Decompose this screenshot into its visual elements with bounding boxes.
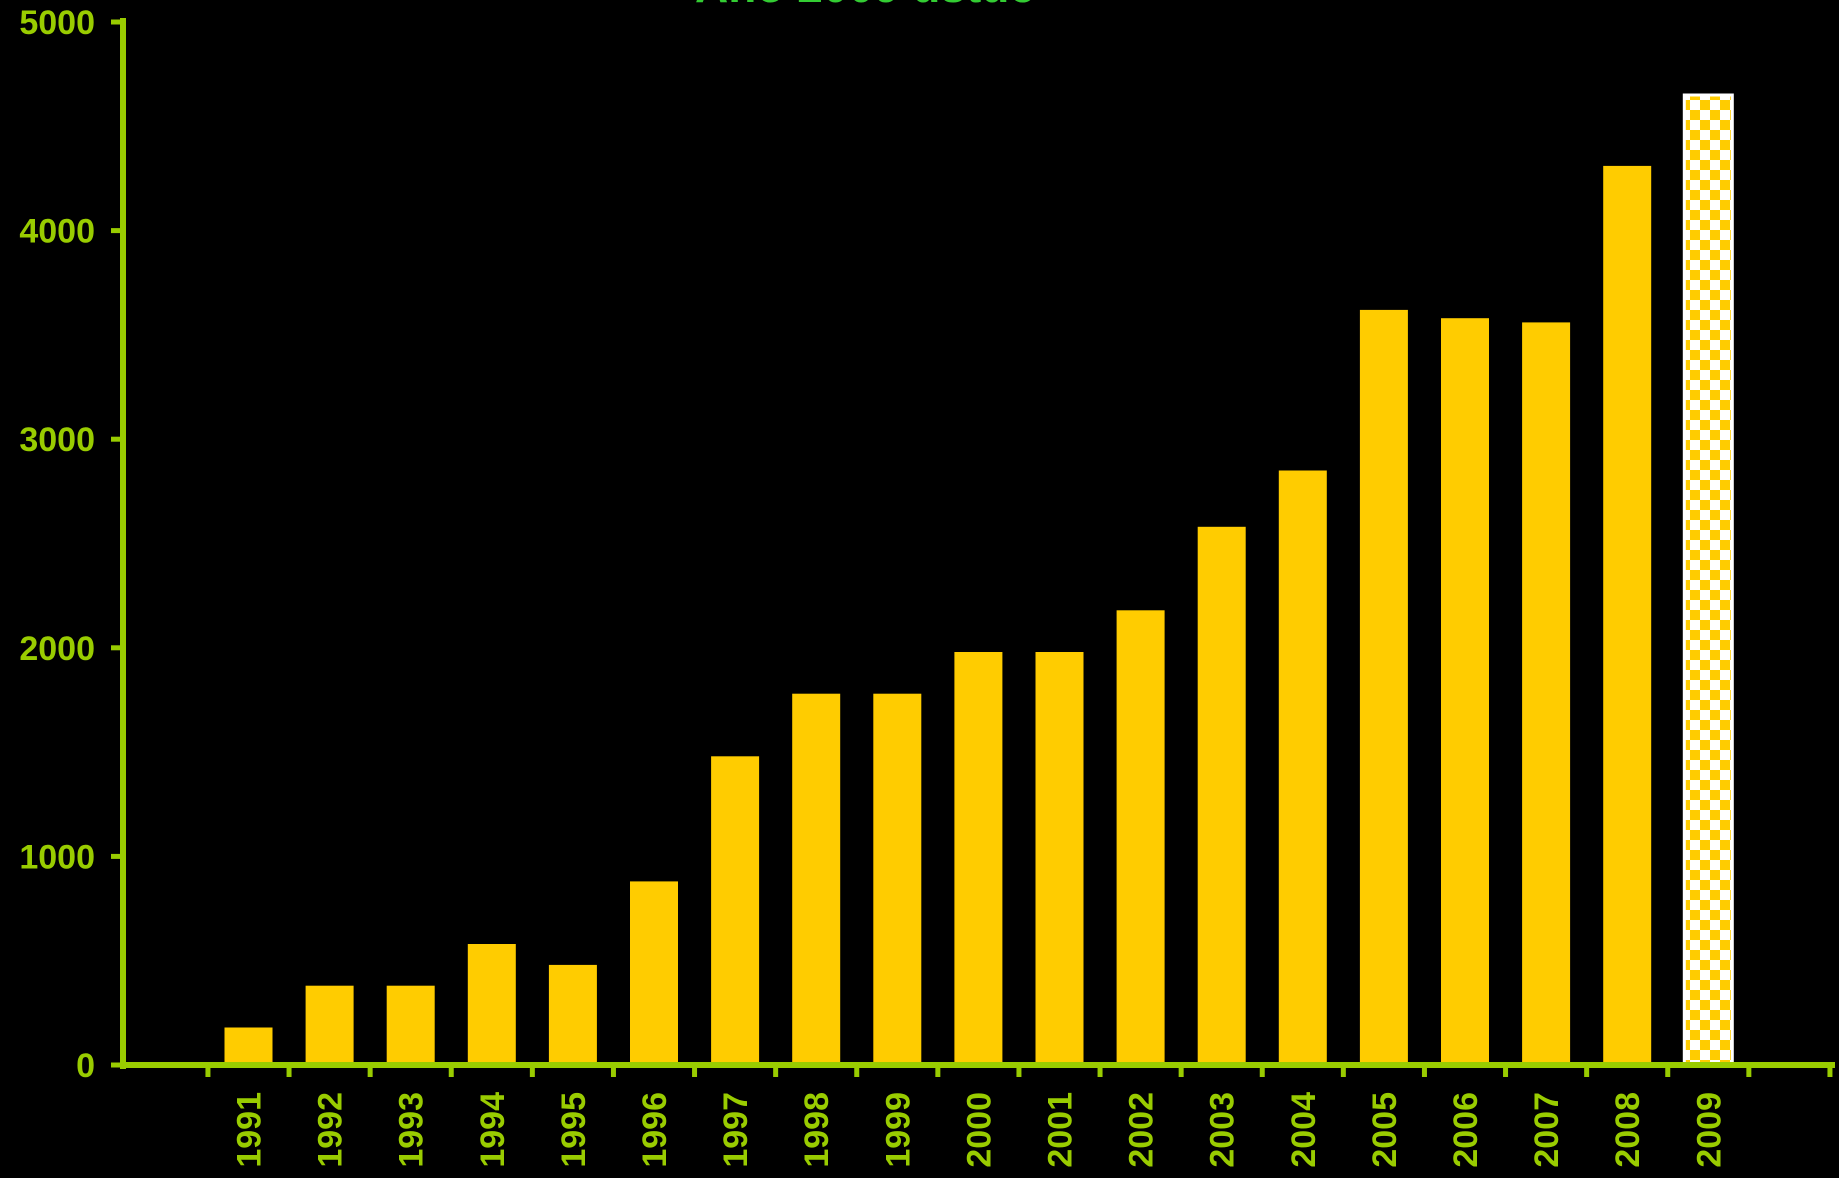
x-tick-label-1992: 1992: [312, 1092, 350, 1168]
x-tick-label-2002: 2002: [1123, 1092, 1161, 1168]
bar-2009: [1682, 93, 1734, 1067]
bar-1995: [548, 964, 597, 1065]
x-tick-labels: 1991 1992 1993 1994 1995 1996 1997 1998 1999 2000…: [231, 1092, 1729, 1168]
bar-2004: [1278, 470, 1327, 1065]
bar-2000: [954, 652, 1003, 1065]
bar-1994: [467, 944, 516, 1065]
bar-1997: [711, 756, 760, 1065]
x-tick-label-1995: 1995: [555, 1092, 593, 1168]
y-tick-label: 4000: [19, 213, 95, 251]
y-tick-label: 2000: [19, 630, 95, 668]
y-tick-label: 5000: [19, 4, 95, 42]
x-tick-label-2000: 2000: [960, 1092, 998, 1168]
y-tick-label: 0: [76, 1047, 95, 1085]
bar-1993: [386, 985, 435, 1065]
x-tick-label-2009: 2009: [1690, 1092, 1728, 1168]
x-tick-label-1998: 1998: [798, 1092, 836, 1168]
bar-1991: [224, 1027, 273, 1065]
x-tick-label-2005: 2005: [1366, 1092, 1404, 1168]
bars-group: [224, 93, 1734, 1067]
bar-1996: [630, 881, 678, 1065]
x-tick-label-2004: 2004: [1285, 1092, 1323, 1168]
x-tick-label-1996: 1996: [636, 1092, 674, 1168]
x-tick-label-2003: 2003: [1204, 1092, 1242, 1168]
bar-2006: [1441, 318, 1489, 1065]
bar-2002: [1116, 610, 1165, 1065]
chart-title: Ano 2009 üstüe: [695, 0, 1035, 12]
bar-2003: [1197, 526, 1246, 1065]
axes-group: [111, 18, 1835, 1077]
bar-2001: [1035, 652, 1084, 1065]
x-tick-label-1997: 1997: [717, 1092, 755, 1168]
bar-1999: [873, 693, 922, 1065]
bar-1992: [305, 985, 354, 1065]
y-tick-label: 1000: [19, 838, 95, 876]
y-tick-labels: 0 1000 2000 3000 4000 5000: [19, 4, 95, 1085]
x-tick-label-1991: 1991: [231, 1092, 269, 1168]
bar-2008: [1603, 165, 1652, 1065]
bar-2007: [1522, 322, 1571, 1065]
bar-2005: [1359, 309, 1408, 1065]
x-tick-label-2007: 2007: [1528, 1092, 1566, 1168]
y-tick-label: 3000: [19, 421, 95, 459]
x-tick-label-1993: 1993: [393, 1092, 431, 1168]
bar-1998: [792, 693, 841, 1065]
x-tick-label-1994: 1994: [474, 1092, 512, 1168]
x-tick-label-1999: 1999: [879, 1092, 917, 1168]
x-tick-label-2006: 2006: [1447, 1092, 1485, 1168]
x-tick-label-2001: 2001: [1042, 1092, 1080, 1168]
x-tick-label-2008: 2008: [1609, 1092, 1647, 1168]
